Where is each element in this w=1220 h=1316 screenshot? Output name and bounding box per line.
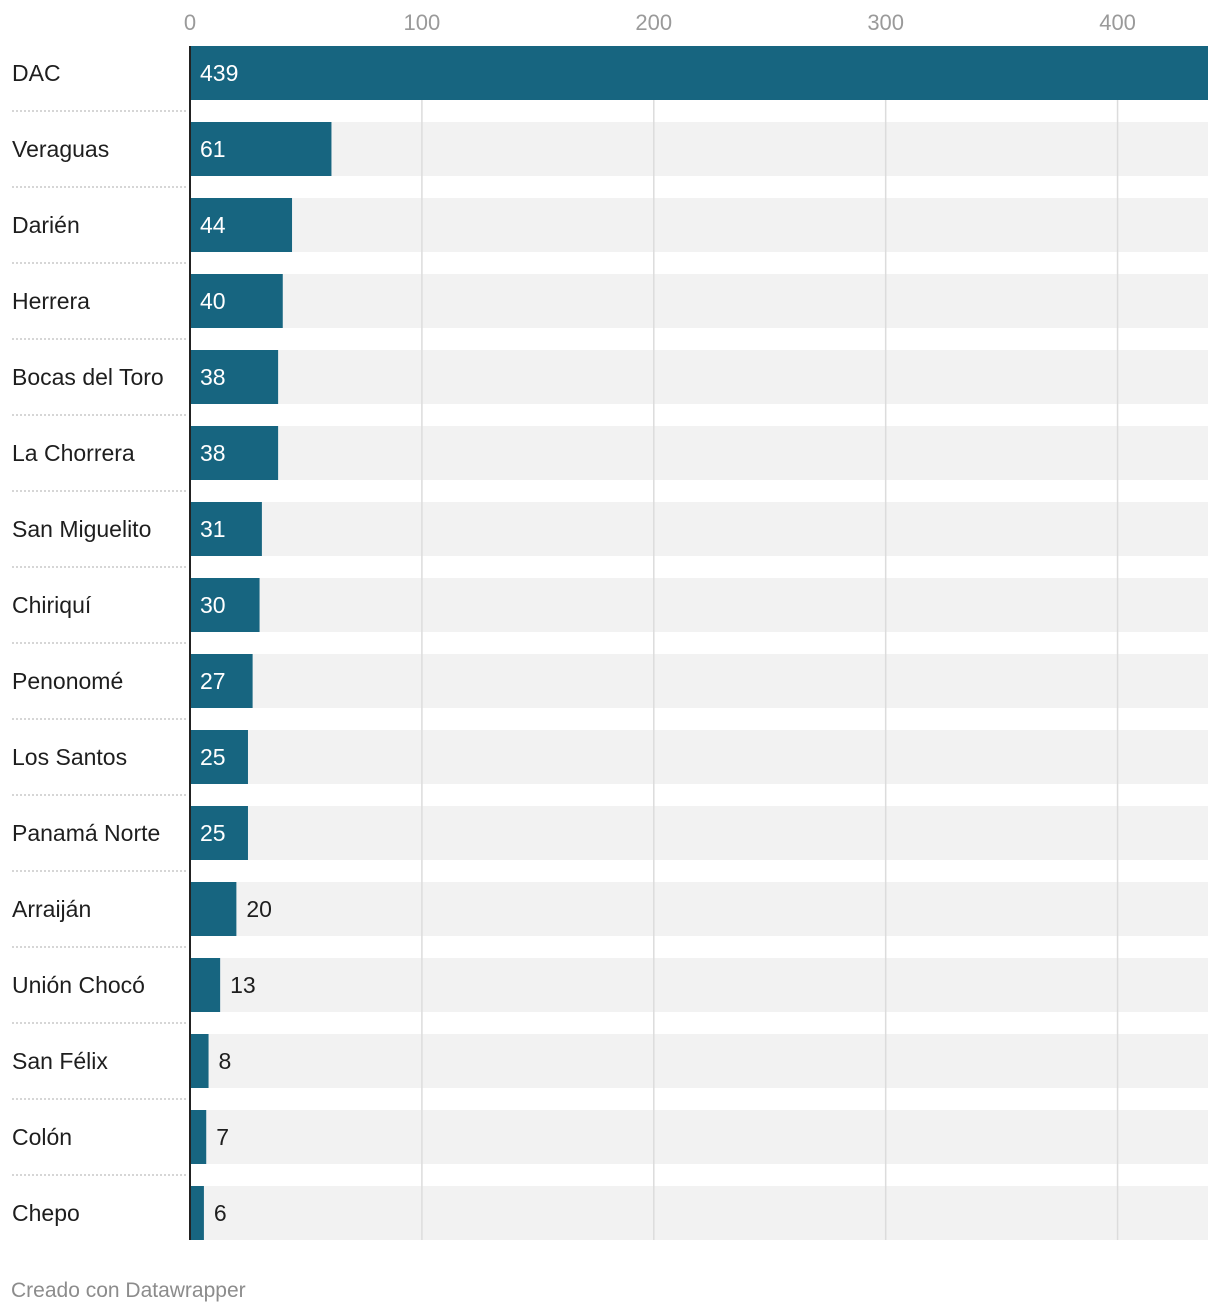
bar-track — [190, 350, 1208, 404]
value-label: 30 — [200, 592, 226, 618]
value-label: 6 — [214, 1200, 227, 1226]
value-label: 25 — [200, 744, 226, 770]
category-label: Herrera — [12, 288, 90, 314]
value-label: 38 — [200, 364, 226, 390]
bar-track — [190, 882, 1208, 936]
value-label: 8 — [219, 1048, 232, 1074]
bar-track — [190, 122, 1208, 176]
category-label: DAC — [12, 60, 61, 86]
value-label: 38 — [200, 440, 226, 466]
bar — [190, 350, 279, 404]
bar — [190, 502, 262, 556]
bar-track — [190, 958, 1208, 1012]
x-tick-label: 100 — [404, 10, 441, 35]
value-label: 44 — [200, 212, 226, 238]
bar-track — [190, 654, 1208, 708]
category-label: Bocas del Toro — [12, 364, 164, 390]
category-label: Veraguas — [12, 136, 109, 162]
category-label: Chiriquí — [12, 592, 92, 618]
bar-track — [190, 806, 1208, 860]
bar-track — [190, 502, 1208, 556]
value-label: 439 — [200, 60, 238, 86]
value-label: 25 — [200, 820, 226, 846]
bar — [190, 1110, 207, 1164]
bar-chart: 0 100 200 300 400 DAC 439 Veraguas 61 Darién 44 Her… — [12, 10, 1208, 1240]
bar — [190, 198, 293, 252]
category-label: San Miguelito — [12, 516, 151, 542]
bar — [190, 730, 248, 784]
bar-track — [190, 1034, 1208, 1088]
category-label: Panamá Norte — [12, 820, 160, 846]
bar-track — [190, 1110, 1208, 1164]
x-tick-label: 300 — [867, 10, 904, 35]
category-label: Penonomé — [12, 668, 123, 694]
category-label: San Félix — [12, 1048, 108, 1074]
bar-track — [190, 274, 1208, 328]
bar-track — [190, 198, 1208, 252]
bar-track — [190, 1186, 1208, 1240]
value-label: 31 — [200, 516, 226, 542]
bar — [190, 274, 283, 328]
category-label: Unión Chocó — [12, 972, 145, 998]
category-label: Chepo — [12, 1200, 80, 1226]
value-label: 27 — [200, 668, 226, 694]
bar — [190, 882, 237, 936]
value-label: 7 — [216, 1124, 229, 1150]
value-label: 13 — [230, 972, 256, 998]
category-label: Darién — [12, 212, 80, 238]
x-tick-label: 400 — [1099, 10, 1136, 35]
bar — [190, 578, 260, 632]
value-label: 61 — [200, 136, 226, 162]
category-label: Arraiján — [12, 896, 91, 922]
bar — [190, 958, 221, 1012]
credit-footer: Creado con Datawrapper — [11, 1279, 246, 1302]
value-label: 40 — [200, 288, 226, 314]
value-label: 20 — [246, 896, 272, 922]
bar — [190, 1034, 209, 1088]
bar — [190, 654, 253, 708]
x-tick-label: 0 — [184, 10, 196, 35]
bar — [190, 46, 1208, 100]
category-label: La Chorrera — [12, 440, 135, 466]
bar — [190, 426, 279, 480]
category-label: Colón — [12, 1124, 72, 1150]
bar — [190, 122, 332, 176]
x-tick-label: 200 — [635, 10, 672, 35]
bar — [190, 806, 248, 860]
bar-track — [190, 578, 1208, 632]
category-label: Los Santos — [12, 744, 127, 770]
bar-track — [190, 730, 1208, 784]
bar-track — [190, 426, 1208, 480]
bar — [190, 1186, 204, 1240]
